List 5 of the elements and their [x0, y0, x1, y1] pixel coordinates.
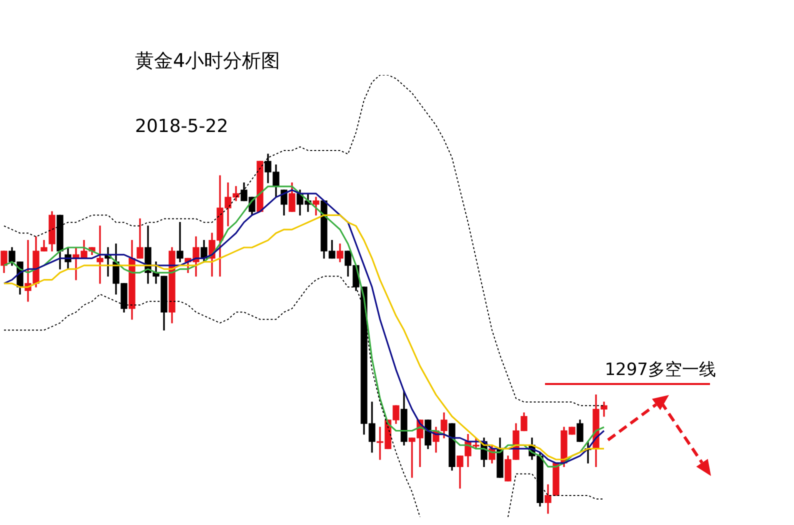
candlestick: [96, 226, 104, 284]
chart-subtitle: 2018-5-22: [135, 116, 228, 137]
chart-title: 黄金4小时分析图: [135, 49, 280, 74]
ref-line-label: 1297多空一线: [604, 360, 716, 380]
candlestick: [176, 222, 184, 262]
